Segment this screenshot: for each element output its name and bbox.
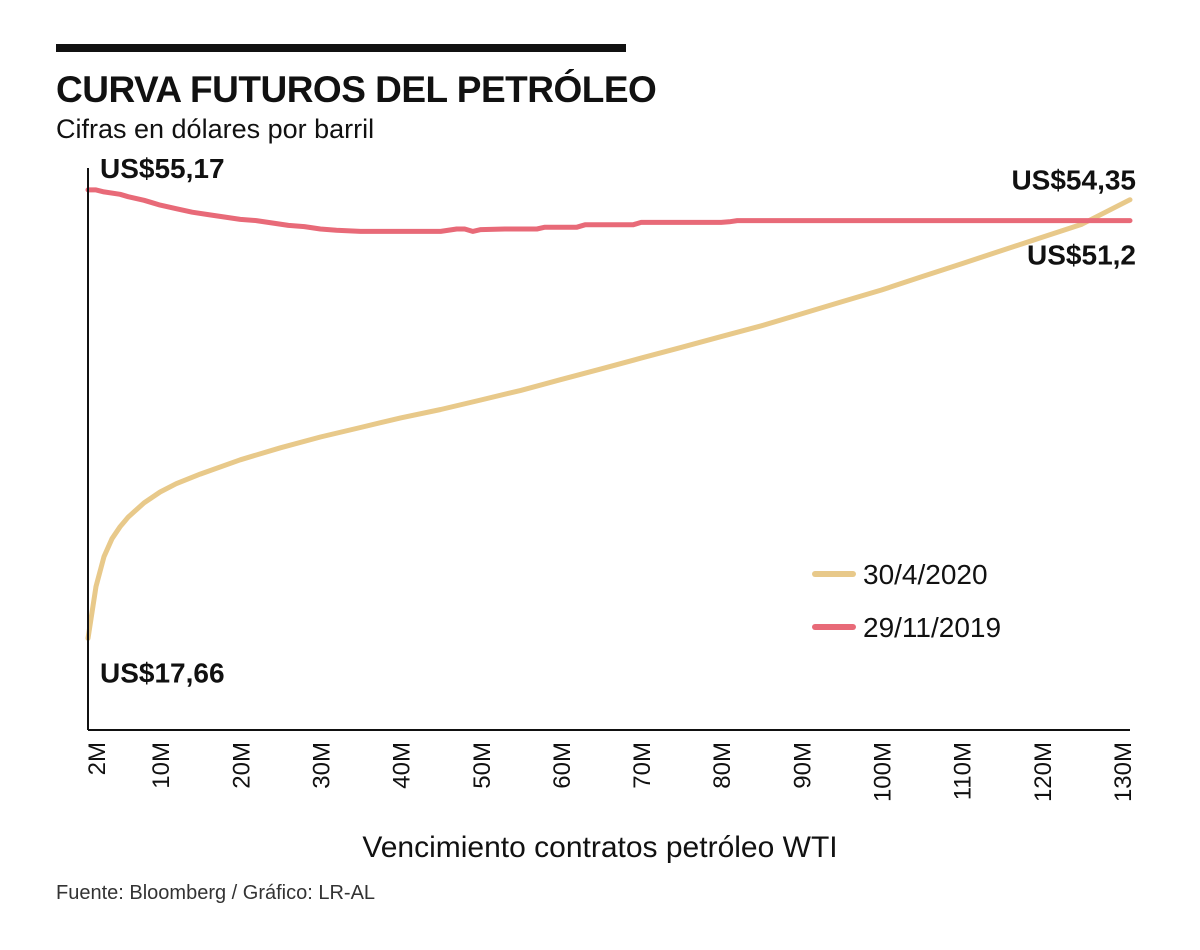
source-note: Fuente: Bloomberg / Gráfico: LR-AL <box>56 882 376 904</box>
legend-label-29-11-2019: 29/11/2019 <box>863 612 1001 643</box>
x-tick-label-70M: 70M <box>629 742 656 789</box>
series-layer <box>85 187 1133 641</box>
x-tick-label-60M: 60M <box>549 742 576 789</box>
x-tick-label-30M: 30M <box>308 742 335 789</box>
x-tick-label-110M: 110M <box>950 742 977 800</box>
chart-title: CURVA FUTUROS DEL PETRÓLEO <box>56 69 657 110</box>
top-rule <box>56 44 626 52</box>
x-tick-label-20M: 20M <box>228 742 255 789</box>
series-line-29-11-2019 <box>85 187 1133 234</box>
series-line-30-4-2020 <box>85 197 1133 641</box>
x-tick-label-50M: 50M <box>469 742 496 789</box>
data-label-US-55-17: US$55,17 <box>100 153 225 184</box>
x-tick-label-130M: 130M <box>1110 742 1137 802</box>
x-axis-title: Vencimiento contratos petróleo WTI <box>362 831 837 864</box>
chart-subtitle: Cifras en dólares por barril <box>56 114 375 144</box>
x-tick-label-90M: 90M <box>789 742 816 789</box>
legend-label-30-4-2020: 30/4/2020 <box>863 559 988 590</box>
x-tick-label-100M: 100M <box>870 742 897 802</box>
x-tick-label-2M: 2M <box>84 742 111 775</box>
x-tick-label-80M: 80M <box>709 742 736 789</box>
x-tick-label-40M: 40M <box>389 742 416 789</box>
axis-layer: 2M 10M 20M 30M 40M 50M 60M 70M 80M 90M 100M 110M 120… <box>84 168 1137 802</box>
x-tick-label-120M: 120M <box>1030 742 1057 802</box>
annotation-layer: US$55,17 US$17,66 US$54,35 US$51,2 <box>100 153 1136 689</box>
data-label-US-54-35: US$54,35 <box>1011 165 1136 196</box>
legend: 30/4/2020 29/11/2019 <box>812 559 1001 643</box>
data-label-US-51-2: US$51,2 <box>1027 240 1136 271</box>
data-label-US-17-66: US$17,66 <box>100 657 225 688</box>
x-tick-label-10M: 10M <box>148 742 175 789</box>
